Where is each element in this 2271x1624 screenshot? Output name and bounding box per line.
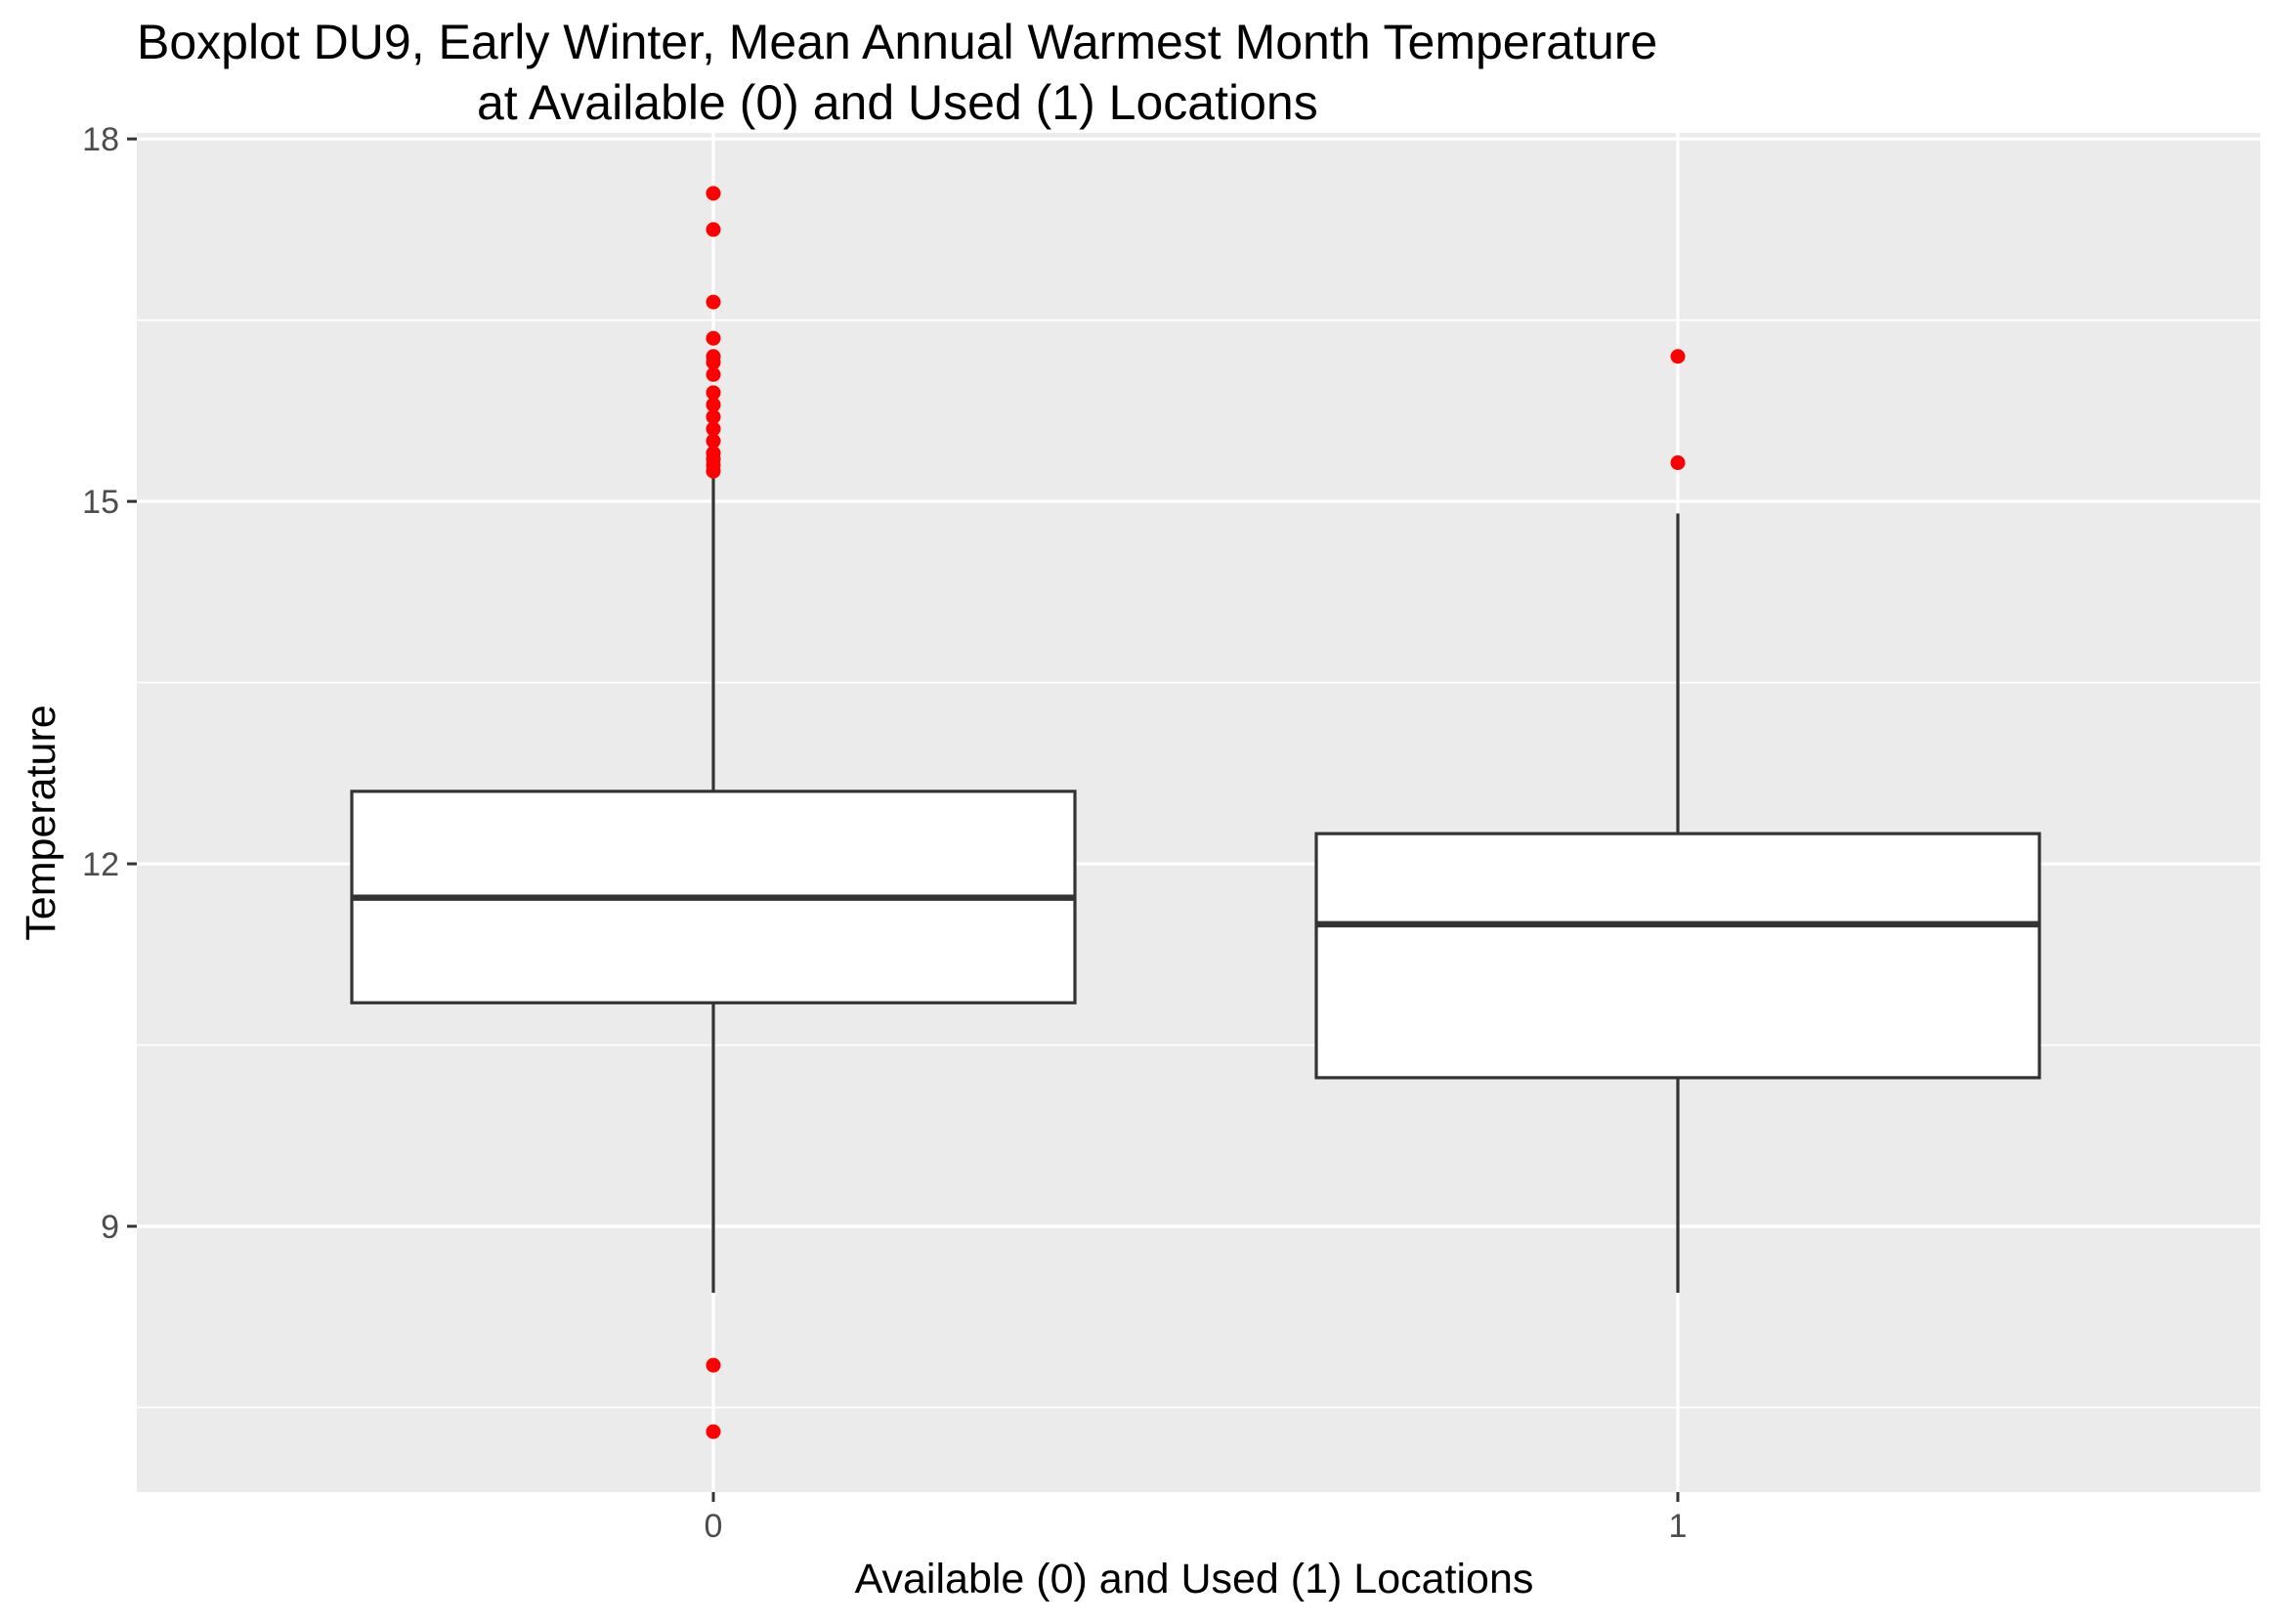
x-tick-label: 0 [705, 1508, 723, 1545]
iqr-box [1314, 832, 2041, 1080]
outlier-point [706, 397, 721, 412]
outlier-point [706, 421, 721, 437]
y-tick-label: 15 [82, 484, 119, 521]
outlier-point [706, 1357, 721, 1373]
box-layer [350, 186, 2041, 1439]
outlier-point [706, 1424, 721, 1439]
x-axis-title: Available (0) and Used (1) Locations [855, 1556, 1534, 1603]
outlier-point [706, 366, 721, 382]
axis-ticks: 9 12 15 18 0 1 [82, 121, 1687, 1545]
outlier-point [1670, 455, 1686, 471]
box-group-1 [1314, 349, 2041, 1293]
outlier-point [706, 330, 721, 346]
y-tick-label: 9 [101, 1209, 119, 1246]
outlier-point [706, 385, 721, 401]
outlier-point [706, 222, 721, 237]
y-tick-label: 12 [82, 846, 119, 883]
y-axis-title: Temperature [18, 705, 64, 940]
x-tick-label: 1 [1669, 1508, 1688, 1545]
outlier-point [706, 186, 721, 201]
y-tick-label: 18 [82, 121, 119, 158]
box-group-0 [350, 186, 1077, 1439]
outlier-point [706, 433, 721, 449]
outlier-point [706, 294, 721, 310]
chart-title-line-2: at Available (0) and Used (1) Locations [477, 75, 1318, 130]
outlier-point [706, 446, 721, 461]
outlier-point [706, 349, 721, 364]
outlier-point [706, 409, 721, 425]
chart-title-line-1: Boxplot DU9, Early Winter, Mean Annual W… [137, 15, 1657, 69]
outlier-point [1670, 349, 1686, 364]
